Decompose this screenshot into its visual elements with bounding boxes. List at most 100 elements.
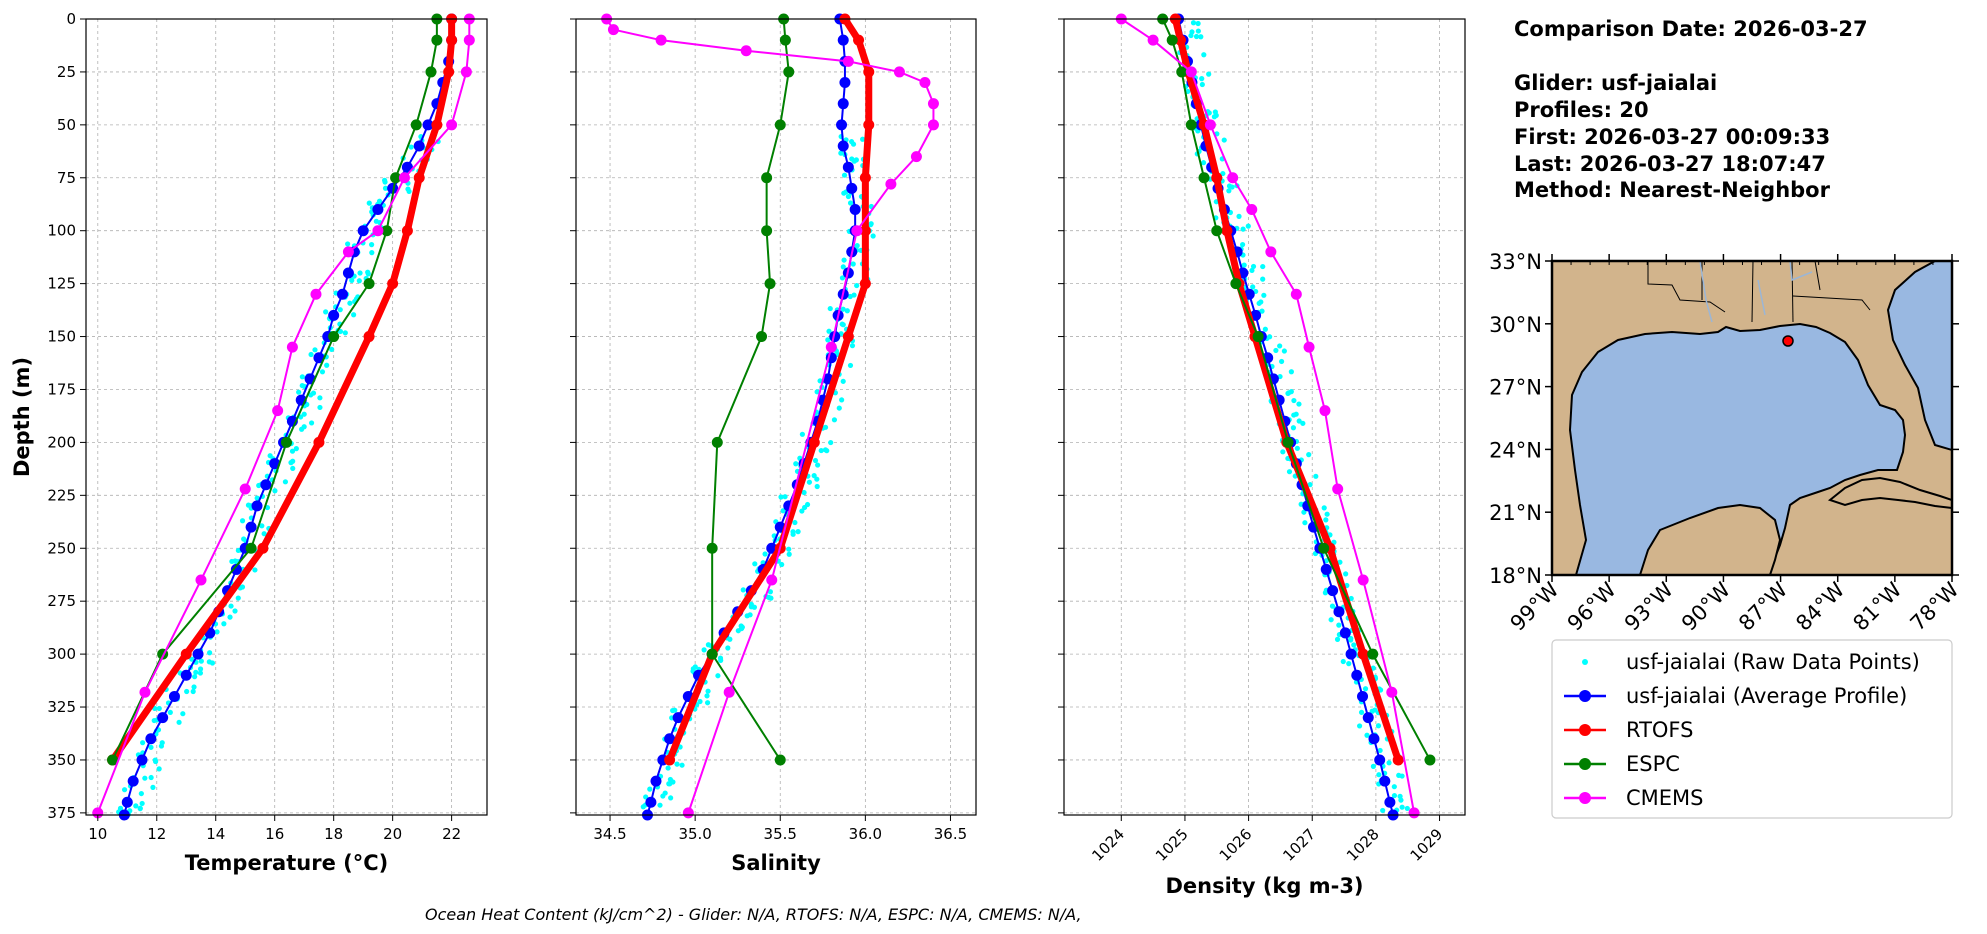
series-point (1185, 119, 1197, 131)
raw-data-point (840, 306, 846, 312)
series-point (1333, 606, 1345, 618)
series-point (328, 331, 340, 343)
raw-data-point (282, 479, 289, 485)
raw-data-point (229, 558, 235, 565)
y-tick-label: 275 (47, 592, 76, 610)
raw-data-point (697, 698, 703, 705)
series-point (121, 796, 133, 808)
series-point (1357, 648, 1369, 660)
raw-data-point (153, 758, 159, 765)
info-method: Method: Nearest-Neighbor (1514, 178, 1831, 202)
raw-data-point (780, 508, 786, 514)
series-point (313, 436, 325, 448)
raw-data-point (138, 790, 144, 797)
raw-data-point (778, 494, 784, 500)
series-line-rtofs (666, 17, 873, 762)
raw-data-point (679, 762, 685, 768)
series-point (1221, 225, 1233, 237)
series-point (849, 204, 861, 216)
raw-data-point (206, 659, 212, 665)
x-tick-label: 20 (383, 825, 402, 843)
density-profile-chart: 1024 1025 1026 1027 1028 1029 Density (kg m-3) (1058, 13, 1466, 898)
series-line-espc (1161, 18, 1431, 761)
series-point (136, 754, 148, 766)
raw-data-point (838, 150, 844, 156)
raw-data-point (1346, 661, 1352, 667)
raw-data-point (839, 397, 845, 403)
raw-data-point (1380, 807, 1386, 814)
raw-data-point (748, 601, 754, 607)
series-point (846, 182, 858, 194)
series-point (230, 563, 242, 575)
raw-data-point (189, 656, 195, 662)
series-point (260, 479, 272, 491)
x-tick-label: 1026 (1216, 825, 1256, 865)
series-point (808, 436, 820, 448)
series-point (607, 24, 619, 36)
series-point (460, 66, 472, 78)
raw-data-point (799, 508, 805, 514)
series-point (1211, 225, 1223, 237)
series-point (1384, 796, 1396, 808)
raw-data-point (840, 264, 846, 270)
raw-data-point (704, 693, 710, 699)
series-point (431, 34, 443, 46)
legend-swatch-marker (1579, 690, 1591, 702)
series-point (92, 807, 104, 819)
series-point (1211, 172, 1223, 184)
raw-data-point (1377, 687, 1384, 693)
raw-data-point (323, 309, 329, 315)
raw-data-point (828, 439, 834, 446)
legend-label: RTOFS (1626, 718, 1693, 742)
legend-swatch (1582, 659, 1588, 665)
raw-data-point (366, 200, 372, 206)
raw-data-point (850, 261, 856, 267)
raw-data-point (825, 337, 831, 343)
raw-data-point (1343, 571, 1349, 577)
raw-data-point (801, 489, 807, 496)
series-point (342, 267, 354, 279)
series-point (706, 648, 718, 660)
raw-data-point (1280, 449, 1286, 455)
raw-data-point (766, 594, 772, 600)
series-point (863, 66, 875, 78)
raw-data-point (1328, 617, 1334, 623)
raw-data-point (158, 743, 165, 749)
series-point (1362, 712, 1374, 724)
raw-data-point (156, 766, 162, 772)
raw-data-point (836, 405, 842, 411)
raw-data-point (782, 494, 788, 500)
x-tick-label: 22 (442, 825, 461, 843)
raw-data-point (814, 483, 820, 490)
raw-data-point (1199, 81, 1205, 88)
y-tick-label: 50 (57, 116, 76, 134)
raw-data-point (841, 190, 847, 196)
series-point (257, 542, 269, 554)
raw-data-point (1213, 112, 1219, 118)
raw-data-point (293, 446, 299, 452)
legend-item: RTOFS (1564, 718, 1693, 742)
raw-data-point (180, 711, 186, 717)
series-point (401, 225, 413, 237)
y-tick-label: 175 (47, 380, 76, 398)
raw-data-point (1281, 348, 1287, 354)
raw-data-point (701, 647, 707, 653)
raw-data-point (793, 461, 799, 467)
legend-item: usf-jaialai (Raw Data Points) (1582, 650, 1920, 674)
raw-data-point (1195, 28, 1201, 34)
raw-data-point (1220, 170, 1226, 177)
raw-data-point (840, 378, 846, 384)
x-tick-label: 18 (324, 825, 343, 843)
series-point (363, 331, 375, 343)
series-point (413, 140, 425, 152)
raw-data-point (822, 447, 829, 453)
series-point (1379, 775, 1391, 787)
series-point (1367, 648, 1379, 660)
raw-data-point (197, 666, 204, 672)
series-point (740, 45, 752, 57)
series-point (761, 225, 773, 237)
raw-data-point (1245, 223, 1251, 229)
raw-data-point (272, 488, 278, 494)
series-point (1357, 690, 1369, 702)
raw-data-point (299, 374, 305, 380)
